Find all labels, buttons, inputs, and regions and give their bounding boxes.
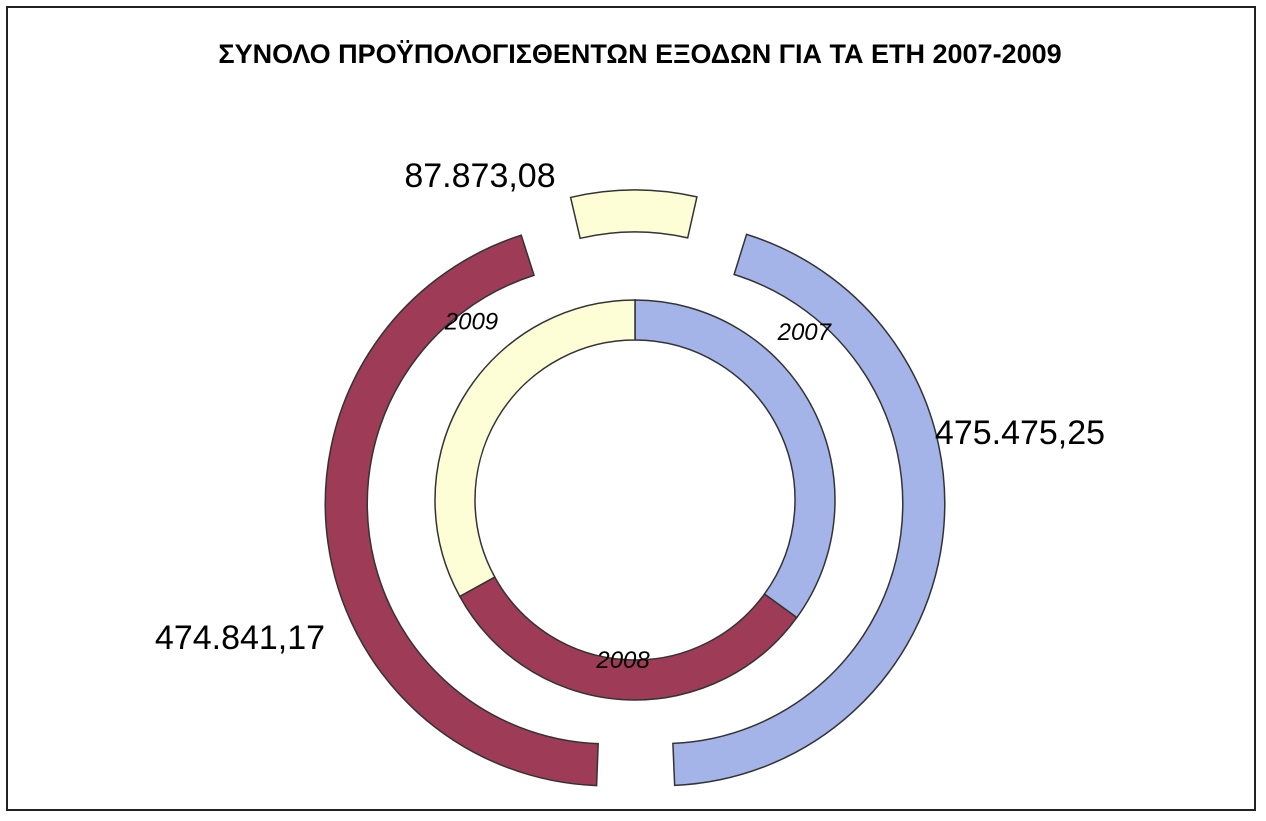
category-label: 2008 xyxy=(595,647,650,674)
inner-segment xyxy=(434,299,636,598)
inner-segment xyxy=(634,299,836,619)
value-label: 475.475,25 xyxy=(935,414,1105,452)
inner-segment xyxy=(458,576,798,701)
category-label: 2007 xyxy=(777,319,833,346)
value-label: 474.841,17 xyxy=(155,619,325,657)
outer-segment xyxy=(672,233,946,787)
outer-segment xyxy=(324,234,599,787)
value-label: 87.873,08 xyxy=(404,157,555,195)
chart-title: ΣΥΝΟΛΟ ΠΡΟΫΠΟΛΟΓΙΣΘΕΝΤΩΝ ΕΞΟΔΩΝ ΓΙΑ ΤΑ Ε… xyxy=(218,39,1062,69)
outer-segment xyxy=(569,189,698,240)
frame xyxy=(6,6,1256,811)
category-label: 2009 xyxy=(444,309,498,336)
